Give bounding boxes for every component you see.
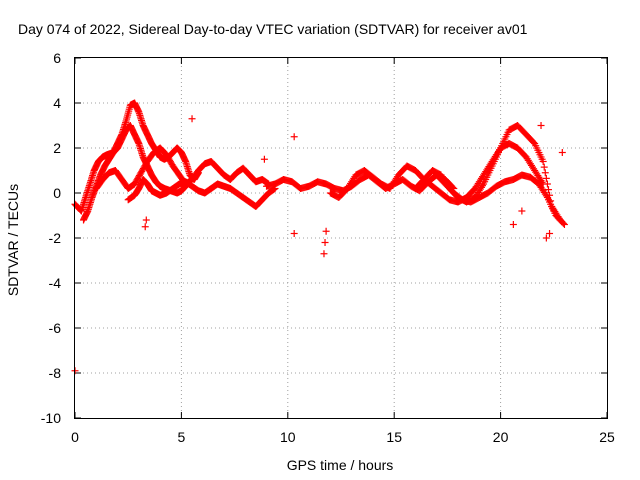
data-point xyxy=(142,223,149,230)
y-tick-label: -8 xyxy=(49,365,62,381)
chart-title: Day 074 of 2022, Sidereal Day-to-day VTE… xyxy=(18,21,528,37)
x-tick-label: 15 xyxy=(386,429,402,445)
y-tick-label: -10 xyxy=(41,410,61,426)
x-axis-label: GPS time / hours xyxy=(287,457,394,473)
data-point xyxy=(541,164,548,171)
grid-layer xyxy=(75,58,607,418)
y-tick-label: 6 xyxy=(53,50,61,66)
data-point xyxy=(546,230,553,237)
data-point xyxy=(559,149,566,156)
x-tick-label: 0 xyxy=(71,429,79,445)
data-point xyxy=(518,208,525,215)
x-tick-label: 25 xyxy=(599,429,615,445)
y-tick-label: -6 xyxy=(49,320,62,336)
data-point xyxy=(291,230,298,237)
data-point xyxy=(543,235,550,242)
y-axis-label: SDTVAR / TECUs xyxy=(5,184,21,296)
data-point xyxy=(291,133,298,140)
data-point xyxy=(510,221,517,228)
data-point xyxy=(323,228,330,235)
data-point xyxy=(320,250,327,257)
x-tick-label: 5 xyxy=(178,429,186,445)
data-point xyxy=(544,181,551,188)
x-tick-label: 10 xyxy=(280,429,296,445)
data-point xyxy=(322,239,329,246)
sdtvar-chart: Day 074 of 2022, Sidereal Day-to-day VTE… xyxy=(0,0,640,480)
data-point xyxy=(542,169,549,176)
y-tick-label: 0 xyxy=(53,185,61,201)
data-point xyxy=(189,115,196,122)
x-tick-label: 20 xyxy=(493,429,509,445)
y-tick-label: -2 xyxy=(49,230,62,246)
y-tick-label: 2 xyxy=(53,140,61,156)
y-tick-label: 4 xyxy=(53,95,61,111)
data-point xyxy=(143,217,150,224)
data-point xyxy=(261,156,268,163)
data-points xyxy=(72,100,568,375)
data-point xyxy=(538,122,545,129)
y-tick-label: -4 xyxy=(49,275,62,291)
